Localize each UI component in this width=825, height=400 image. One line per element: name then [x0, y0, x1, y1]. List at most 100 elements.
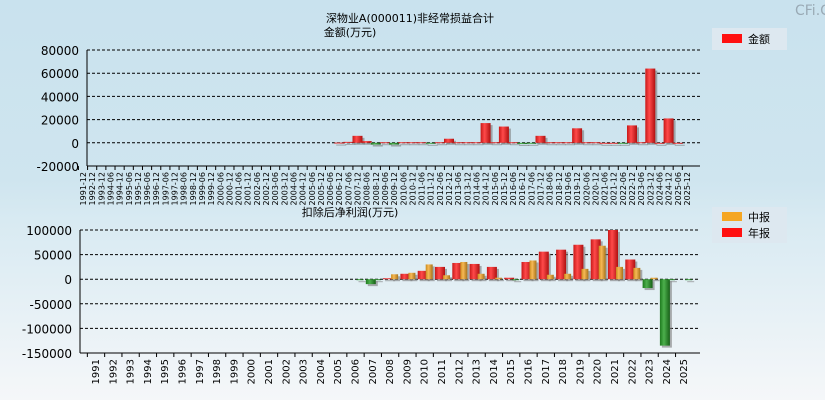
legend-swatch-annual — [722, 228, 742, 237]
bar-shadow — [601, 144, 612, 146]
x-tick-label: 1994-06 — [106, 172, 115, 205]
bar-shadow — [436, 144, 447, 146]
bar — [544, 142, 555, 144]
bar-shadow — [358, 281, 366, 283]
bar — [659, 279, 670, 346]
x-tick-label: 1997-06 — [161, 172, 170, 205]
bar — [356, 279, 364, 281]
bar — [343, 141, 354, 143]
bar-shadow — [400, 144, 411, 146]
x-tick-label: 2002-12 — [262, 172, 271, 205]
bar — [494, 277, 502, 280]
bar — [462, 142, 473, 144]
top-chart-subtitle: 金额(万元) — [324, 25, 377, 39]
x-tick-label: 2008 — [385, 359, 396, 384]
legend-swatch-interim — [722, 212, 742, 221]
bar — [444, 138, 454, 143]
bar — [535, 135, 546, 143]
bar — [352, 135, 363, 143]
x-tick-label: 2025-06 — [674, 172, 683, 205]
bar — [517, 142, 528, 144]
x-tick-label: 2003-06 — [271, 172, 280, 205]
x-tick-label: 2015-06 — [491, 172, 500, 205]
x-tick-label: 1999-06 — [198, 172, 207, 205]
bar — [486, 266, 497, 280]
x-tick-label: 2005-06 — [308, 172, 317, 205]
bar — [590, 239, 601, 280]
bar — [365, 279, 376, 285]
bar — [408, 272, 416, 280]
x-tick-label: 1991 — [91, 359, 102, 384]
x-tick-label: 2019-12 — [573, 172, 582, 205]
bar — [425, 142, 436, 144]
bar — [573, 244, 584, 280]
bar — [361, 141, 372, 143]
x-tick-label: 2022 — [627, 359, 638, 384]
x-tick-label: 2015-12 — [500, 172, 509, 205]
x-tick-label: 2019 — [575, 359, 586, 384]
bar — [460, 261, 468, 280]
bar — [521, 261, 532, 280]
bar — [654, 142, 665, 144]
y-tick-label: 60000 — [41, 67, 79, 81]
x-tick-label: 2013 — [472, 359, 483, 384]
x-tick-label: 2010 — [420, 359, 431, 384]
bar — [489, 142, 500, 144]
bar-shadow — [372, 144, 383, 147]
bar — [608, 230, 618, 280]
bar — [417, 270, 428, 280]
x-tick-label: 2016-12 — [518, 172, 527, 205]
x-tick-label: 2016-06 — [509, 172, 518, 205]
bar-shadow — [592, 144, 603, 146]
bar-shadow — [583, 144, 594, 146]
bar — [370, 142, 381, 145]
legend-label-annual: 年报 — [748, 226, 770, 240]
x-tick-label: 2014-12 — [482, 172, 491, 205]
x-tick-label: 2011-12 — [427, 172, 436, 205]
x-tick-label: 2013-12 — [463, 172, 472, 205]
bottom-legend: 中报 年报 — [712, 207, 787, 243]
x-tick-label: 1991-12 — [79, 172, 88, 205]
bar — [663, 118, 674, 143]
bar — [471, 142, 482, 144]
x-tick-label: 2000-12 — [225, 172, 234, 205]
bar-shadow — [491, 144, 502, 146]
bar — [581, 142, 592, 144]
x-tick-label: 2005 — [333, 359, 344, 384]
bar — [383, 278, 394, 280]
x-tick-label: 2006 — [351, 359, 362, 384]
bar-shadow — [510, 144, 521, 146]
bar-shadow — [464, 144, 475, 146]
x-tick-label: 1997-12 — [171, 172, 180, 205]
x-tick-label: 2018 — [558, 359, 569, 384]
x-tick-label: 2024-12 — [665, 172, 674, 205]
x-tick-label: 1994 — [143, 359, 154, 384]
bar — [608, 142, 619, 144]
bar — [407, 142, 418, 144]
x-tick-label: 1999-12 — [207, 172, 216, 205]
x-tick-label: 2002-06 — [253, 172, 262, 205]
x-tick-label: 2022-12 — [628, 172, 637, 205]
x-tick-label: 2012-06 — [436, 172, 445, 205]
x-tick-label: 1999 — [229, 359, 240, 384]
bar — [435, 266, 445, 280]
x-tick-label: 2001 — [264, 359, 275, 384]
x-tick-label: 2009 — [402, 359, 413, 384]
x-tick-label: 2021-06 — [601, 172, 610, 205]
x-tick-label: 2006-12 — [335, 172, 344, 205]
bar — [581, 268, 589, 280]
bar — [617, 142, 628, 144]
legend-label-amount: 金额 — [748, 32, 770, 46]
watermark: CFi.CN — [795, 3, 825, 19]
x-tick-label: 2000 — [247, 359, 258, 384]
x-tick-label: 2023-06 — [637, 172, 646, 205]
x-tick-label: 2002 — [281, 359, 292, 384]
x-tick-label: 2020-06 — [582, 172, 591, 205]
bar-shadow — [669, 281, 677, 283]
bar-shadow — [336, 144, 347, 146]
x-tick-label: 2017-06 — [527, 172, 536, 205]
bar-shadow — [455, 144, 466, 146]
x-tick-label: 1993-12 — [97, 172, 106, 205]
bar — [572, 128, 583, 143]
bar — [389, 142, 400, 145]
